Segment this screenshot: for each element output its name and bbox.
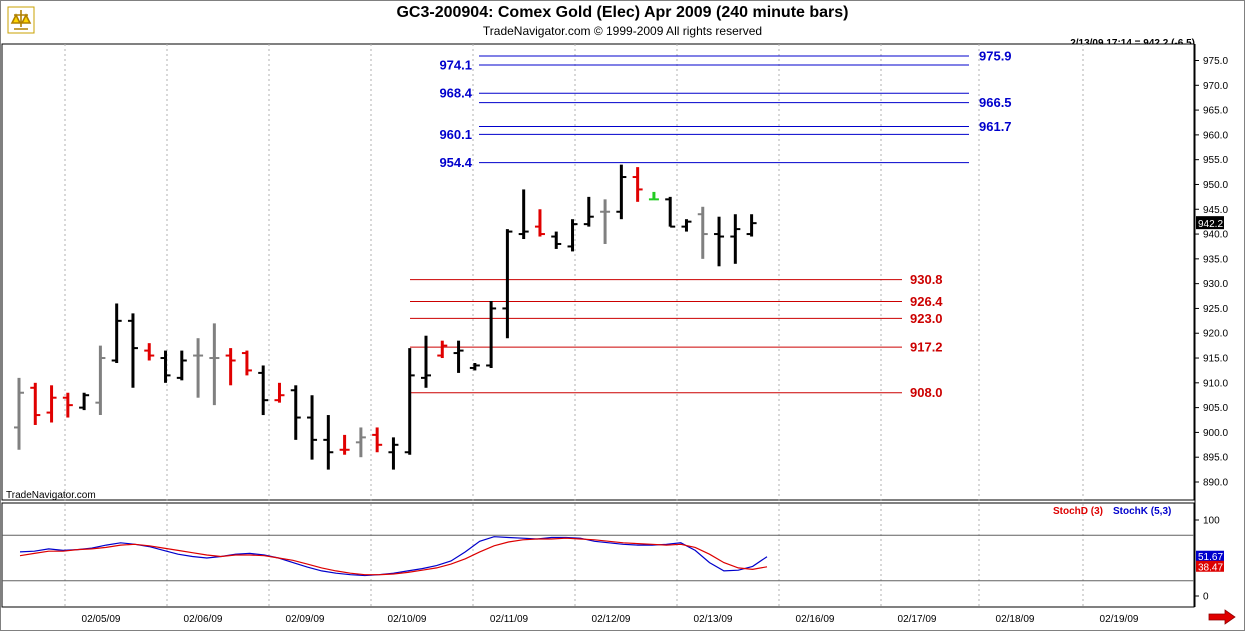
stochd-line [19,537,768,576]
date-label: 02/09/09 [286,614,325,625]
last-price-marker [1196,216,1224,230]
price-tick-label: 975.0 [1203,56,1228,67]
price-tick-label: 945.0 [1203,205,1228,216]
price-tick-label: 970.0 [1203,81,1228,92]
price-tick-label: 940.0 [1203,230,1228,241]
lower-level-label: 926.4 [910,294,943,309]
oscillator-panel [1,502,1195,608]
price-tick-label: 935.0 [1203,254,1228,265]
upper-level-label: 954.4 [439,155,472,170]
upper-level-label: 975.9 [979,49,1012,64]
upper-level-label: 968.4 [439,86,472,101]
lower-level-label: 930.8 [910,272,943,287]
price-tick-label: 910.0 [1203,378,1228,389]
trade-navigator-logo-icon [7,6,35,34]
lower-level-label: 923.0 [910,311,943,326]
stochk-value: 51.67 [1198,552,1223,563]
price-tick-label: 905.0 [1203,403,1228,414]
price-tick-label: 895.0 [1203,453,1228,464]
stochd-value: 38.47 [1198,562,1223,573]
stochk-value-box [1196,550,1224,562]
date-label: 02/05/09 [82,614,121,625]
upper-level-label: 960.1 [439,127,472,142]
date-label: 02/13/09 [694,614,733,625]
date-label: 02/16/09 [796,614,835,625]
upper-level-label: 974.1 [439,57,472,72]
price-tick-label: 915.0 [1203,354,1228,365]
date-label: 02/17/09 [898,614,937,625]
price-tick-label: 965.0 [1203,106,1228,117]
copyright-text: TradeNavigator.com © 1999-2009 All right… [482,24,763,38]
price-tick-label: 920.0 [1203,329,1228,340]
price-tick-label: 955.0 [1203,155,1228,166]
stochd-value-box [1196,560,1224,572]
date-label: 02/19/09 [1100,614,1139,625]
lower-level-label: 917.2 [910,340,943,355]
price-panel [1,43,1195,501]
lower-level-label: 908.0 [910,385,943,400]
date-label: 02/12/09 [592,614,631,625]
price-tick-label: 900.0 [1203,428,1228,439]
next-arrow-icon[interactable] [1207,609,1237,625]
price-tick-label: 890.0 [1203,478,1228,489]
price-tick-label: 950.0 [1203,180,1228,191]
upper-level-label: 961.7 [979,119,1012,134]
oscillator-tick-label: 0 [1203,592,1209,603]
date-label: 02/11/09 [490,614,529,625]
price-tick-label: 925.0 [1203,304,1228,315]
oscillator-tick-label: 100 [1203,516,1220,527]
upper-level-label: 966.5 [979,95,1012,110]
legend-stochd: StochD (3) [1053,506,1103,517]
legend-stochk: StochK (5,3) [1113,506,1171,517]
chart-title: GC3-200904: Comex Gold (Elec) Apr 2009 (… [396,4,849,21]
price-tick-label: 930.0 [1203,279,1228,290]
date-label: 02/06/09 [184,614,223,625]
watermark-text: TradeNavigator.com [6,490,96,501]
date-label: 02/10/09 [388,614,427,625]
last-price-label: 942.2 [1198,219,1223,230]
price-tick-label: 960.0 [1203,130,1228,141]
date-label: 02/18/09 [996,614,1035,625]
